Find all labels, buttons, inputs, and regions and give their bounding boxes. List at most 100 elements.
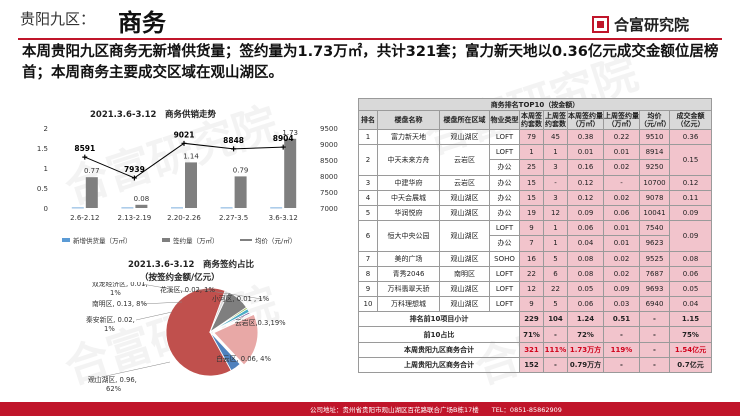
- table-row: 2 中天未来方舟 云岩区 LOFT 1 1 0.01 0.01 8914 0.15: [358, 144, 712, 176]
- pie-label-pct: 1%: [104, 325, 115, 333]
- table-cell: 0.22: [603, 128, 640, 146]
- category-label: 2.27-3.5: [219, 214, 248, 222]
- sum-cell: -: [543, 326, 568, 343]
- sum-label: 上周贵阳九区商务合计: [358, 356, 520, 374]
- table-cell: 0.15: [669, 144, 712, 176]
- pie-label: 花溪区, 0.02, 1%: [160, 285, 215, 294]
- table-cell: 0.04: [669, 296, 712, 313]
- table-cell: 7540: [639, 220, 670, 237]
- sum-label: 排名前10项目小计: [358, 311, 520, 328]
- table-cell: 华润悦府: [377, 204, 440, 222]
- table-cell: 22: [519, 265, 544, 282]
- table-cell: -: [603, 174, 640, 191]
- sum-cell: 119%: [603, 341, 640, 358]
- pie-chart-subtitle: （按签约金额/亿元）: [140, 273, 220, 283]
- table-row: 3 中建华府 云岩区 办公 15-0.12-10700 0.12: [358, 174, 712, 191]
- table-cell: 0.06: [567, 296, 604, 313]
- table-cell: 1: [543, 235, 568, 252]
- price-label: 7939: [124, 165, 145, 174]
- legend-sales: 签约量（万㎡）: [173, 236, 219, 245]
- price-line: [84, 142, 284, 179]
- table-cell: 观山湖区: [439, 250, 490, 267]
- table-cell: 观山湖区: [439, 128, 490, 146]
- header-divider: [18, 38, 722, 40]
- table-cell: LOFT: [489, 220, 520, 237]
- price-point: [131, 175, 137, 181]
- supply-bar: [270, 207, 283, 209]
- pie-label: 云岩区,0.3,19%: [235, 318, 286, 327]
- table-cell: 7: [519, 235, 544, 252]
- table-cell: 0.05: [567, 280, 604, 298]
- table-cell: 0.02: [603, 265, 640, 282]
- legend-swatch-sales: [162, 238, 170, 242]
- table-cell: 中天会展城: [377, 189, 440, 206]
- supply-bar: [71, 207, 84, 209]
- table-cell: 0.11: [669, 189, 712, 206]
- table-cell: 9693: [639, 280, 670, 298]
- table-title: 商务排名TOP10（按金额）: [358, 98, 712, 111]
- table-cell: LOFT: [489, 280, 520, 298]
- pie-label: 双龙经济区, 0.01,: [92, 282, 148, 288]
- table-cell: 万科理想城: [377, 296, 440, 313]
- table-cell: 45: [543, 128, 568, 146]
- category-label: 3.6-3.12: [269, 214, 298, 222]
- table-cell: LOFT: [489, 296, 520, 313]
- pie-label: 白云区, 0.06, 4%: [216, 354, 271, 363]
- sum-cell: 0.79万方: [567, 356, 604, 374]
- table-cell: 9078: [639, 189, 670, 206]
- pie-leader: [234, 315, 245, 324]
- category-label: 2.13-2.19: [118, 214, 152, 222]
- table-cell: 美的广场: [377, 250, 440, 267]
- pie-label: 观山湖区, 0.96,: [88, 375, 137, 384]
- summary-text: 本周贵阳九区商务无新增供货量；签约量为1.73万㎡，共计321套；富力新天地以0…: [22, 44, 719, 81]
- pie-leader: [141, 283, 189, 293]
- sales-label: 0.77: [84, 167, 100, 175]
- sum-cell: -: [543, 356, 568, 374]
- sum-cell: 75%: [669, 326, 712, 343]
- category-label: 2.20-2.26: [167, 214, 201, 222]
- table-header-cell: 上周签约套数: [543, 110, 568, 130]
- supply-chart: 0 0.5 1 1.5 2 7000 7500 8000 8500 9000 9500 0.77 0…: [37, 125, 338, 245]
- table-cell: 19: [519, 204, 544, 222]
- table-cell: 9: [358, 280, 378, 298]
- table-cell: 0.06: [603, 204, 640, 222]
- table-header-cell: 上周签约量（万㎡）: [603, 110, 640, 130]
- sum-label: 本周贵阳九区商务合计: [358, 341, 520, 358]
- brand-name: 合富研究院: [614, 16, 690, 34]
- sum-cell: 72%: [567, 326, 604, 343]
- table-cell: 0.09: [669, 220, 712, 252]
- table-header-cell: 排名: [358, 110, 378, 130]
- header: 贵阳九区： 商务 合富研究院: [0, 0, 740, 38]
- sum-cell: -: [639, 341, 670, 358]
- price-point: [280, 144, 286, 150]
- price-label: 9021: [174, 130, 195, 139]
- price-point: [82, 154, 88, 160]
- sum-cell: -: [603, 326, 640, 343]
- table-cell: 观山湖区: [439, 189, 490, 206]
- sum-cell: 229: [519, 311, 544, 328]
- table-header-row: 排名 楼盘名称 楼盘所在区域 物业类型 本周签约套数 上周签约套数 本周签约量（万㎡） 上周签…: [358, 110, 712, 130]
- right-axis-tick: 7500: [320, 189, 338, 197]
- pie-chart-title: 2021.3.6-3.12 商务签约占比: [128, 260, 254, 270]
- legend-price: 均价（元/㎡）: [255, 236, 296, 245]
- table-row: 办公 25 3 0.16 0.02 9250: [359, 159, 712, 176]
- sum-cell: 104: [543, 311, 568, 328]
- table-cell: 12: [543, 204, 568, 222]
- table-cell: 10041: [639, 204, 670, 222]
- table-cell: 6: [543, 265, 568, 282]
- left-axis-tick: 2: [44, 125, 48, 133]
- price-label: 8848: [223, 136, 244, 145]
- table-cell: 7: [358, 250, 378, 267]
- table-sum-share: 前10占比 71% - 72% - - 75%: [358, 326, 712, 343]
- table-cell: 0.09: [603, 280, 640, 298]
- supply-bar: [220, 207, 233, 209]
- table-cell: 0.38: [567, 128, 604, 146]
- table-cell: 5: [358, 204, 378, 222]
- legend-supply: 新增供货量（万㎡）: [73, 236, 132, 245]
- pie-slice: [165, 287, 232, 377]
- right-axis-tick: 9500: [320, 125, 338, 133]
- table-cell: 中天未来方舟: [377, 144, 440, 176]
- table-row: 10 万科理想城 观山湖区 LOFT 9 5 0.06 0.03 6940 0.04: [358, 296, 712, 313]
- pie-leader: [141, 301, 183, 305]
- table-row: 6 恒大中央公园 观山湖区 LOFT 9 1 0.06 0.01 7540 0.09: [358, 220, 712, 252]
